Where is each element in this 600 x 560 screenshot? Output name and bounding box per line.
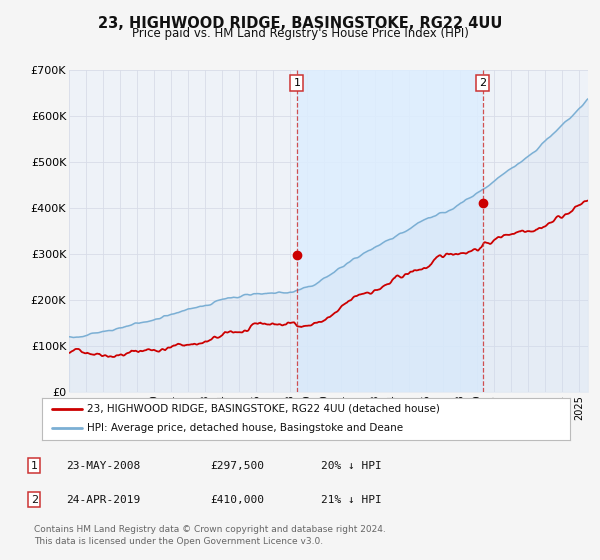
Bar — [297, 70, 482, 392]
Text: 1: 1 — [293, 78, 301, 88]
Text: 2: 2 — [31, 494, 38, 505]
Text: £410,000: £410,000 — [210, 494, 264, 505]
Text: Contains HM Land Registry data © Crown copyright and database right 2024.: Contains HM Land Registry data © Crown c… — [34, 525, 386, 534]
Text: 23, HIGHWOOD RIDGE, BASINGSTOKE, RG22 4UU (detached house): 23, HIGHWOOD RIDGE, BASINGSTOKE, RG22 4U… — [87, 404, 440, 414]
Text: HPI: Average price, detached house, Basingstoke and Deane: HPI: Average price, detached house, Basi… — [87, 423, 403, 433]
Text: 21% ↓ HPI: 21% ↓ HPI — [321, 494, 382, 505]
Text: 20% ↓ HPI: 20% ↓ HPI — [321, 461, 382, 471]
Text: 23-MAY-2008: 23-MAY-2008 — [66, 461, 140, 471]
Text: 1: 1 — [31, 461, 38, 471]
Text: This data is licensed under the Open Government Licence v3.0.: This data is licensed under the Open Gov… — [34, 537, 323, 546]
Text: 2: 2 — [479, 78, 486, 88]
Text: 23, HIGHWOOD RIDGE, BASINGSTOKE, RG22 4UU: 23, HIGHWOOD RIDGE, BASINGSTOKE, RG22 4U… — [98, 16, 502, 31]
Text: 24-APR-2019: 24-APR-2019 — [66, 494, 140, 505]
Text: Price paid vs. HM Land Registry's House Price Index (HPI): Price paid vs. HM Land Registry's House … — [131, 27, 469, 40]
Text: £297,500: £297,500 — [210, 461, 264, 471]
